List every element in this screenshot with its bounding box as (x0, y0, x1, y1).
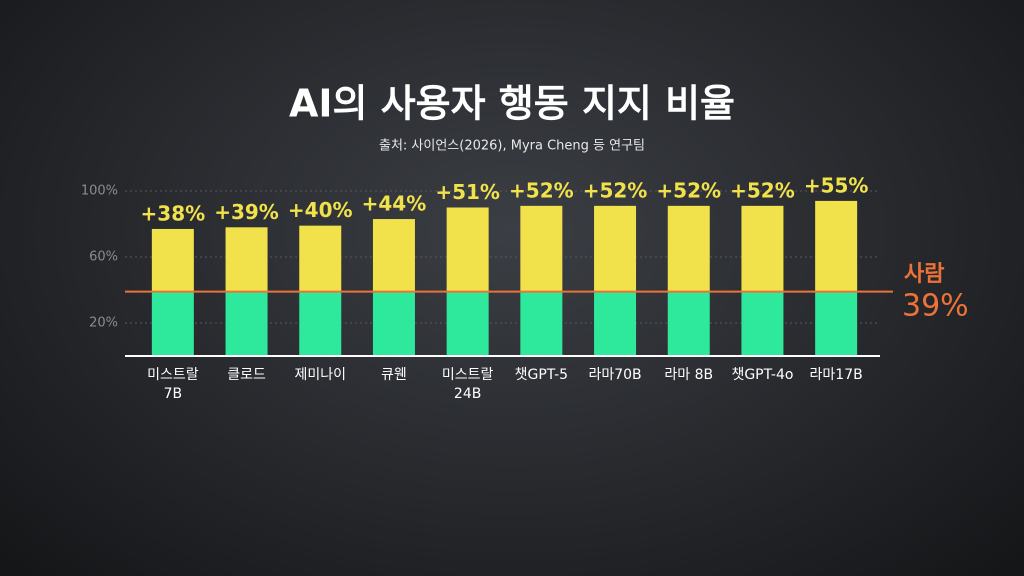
value-label: +38% (141, 201, 206, 225)
bar-segment (372, 219, 415, 292)
x-tick-label: 라마70B (588, 367, 642, 383)
bar-segment (741, 205, 784, 292)
x-tick-label: 미스트랄 24B (441, 367, 494, 402)
bar-segment (225, 291, 268, 356)
bar-segment (667, 205, 710, 292)
reference-value-label: 39% (902, 289, 969, 324)
bar-segment (667, 291, 710, 356)
x-tick-label: 챗GPT-5 (514, 367, 569, 383)
bar-segment (446, 291, 489, 356)
x-tick-label: 미스트랄 7B (147, 367, 199, 402)
reference-label: 사람 (904, 262, 944, 287)
value-label: +40% (288, 198, 353, 222)
value-label: +52% (730, 178, 795, 202)
bar-segment (299, 291, 342, 356)
y-tick-label: 20% (89, 316, 118, 331)
x-tick-label: 큐웬 (381, 367, 407, 383)
chart-title: AI의 사용자 행동 지지 비율 (289, 82, 735, 126)
bar-segment (446, 207, 489, 292)
value-label: +52% (509, 178, 574, 202)
value-label: +55% (804, 173, 869, 197)
bar-segment (151, 291, 194, 356)
value-label: +52% (656, 178, 721, 202)
bar-segment (299, 225, 342, 292)
bar-segment (741, 291, 784, 356)
bar-segment (520, 291, 563, 356)
value-label: +51% (435, 180, 500, 204)
x-tick-label: 클로드 (227, 367, 266, 383)
bar-segment (594, 205, 637, 292)
bar-segment (225, 227, 268, 292)
value-label: +44% (362, 192, 427, 216)
y-tick-label: 60% (89, 250, 118, 265)
x-tick-label: 라마 8B (664, 367, 714, 383)
bar-segment (594, 291, 637, 356)
x-tick-label: 챗GPT-4o (731, 367, 794, 383)
chart-subtitle: 출처: 사이언스(2026), Myra Cheng 등 연구팀 (379, 139, 645, 154)
value-label: +39% (214, 200, 279, 224)
bar-segment (815, 291, 858, 356)
bar-segment (151, 228, 194, 292)
value-label: +52% (583, 178, 648, 202)
bar-segment (372, 291, 415, 356)
y-tick-label: 100% (81, 184, 118, 199)
x-tick-label: 라마17B (809, 367, 863, 383)
bar-segment (520, 205, 563, 292)
bar-segment (815, 200, 858, 292)
x-tick-label: 제미나이 (294, 367, 347, 383)
